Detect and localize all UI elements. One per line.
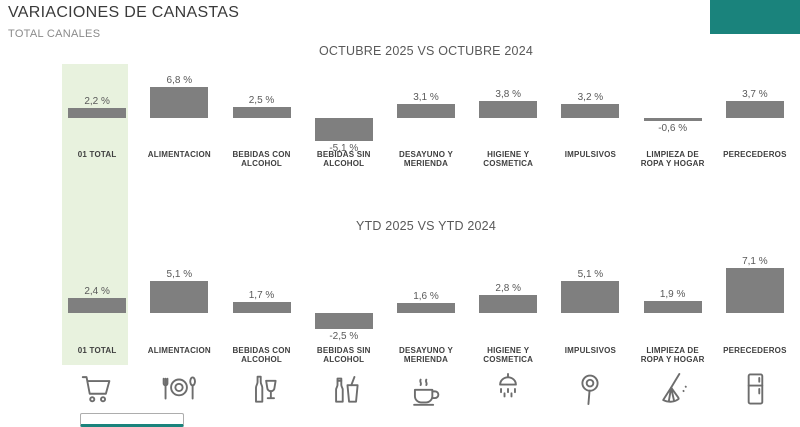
bar-01-total[interactable] [68,298,127,313]
bar-bebidas-sin-alcohol[interactable] [314,313,373,329]
bar-plot-ytd: 2,4 % 5,1 % 1,7 % -2,5 % 1,6 % 2,8 % 5,1 % 1,9 … [56,255,796,342]
category-labels-october: 01 TOTAL ALIMENTACION BEBIDAS CON ALCOHOL B… [56,150,796,168]
corner-accent [710,0,800,34]
category-label: BEBIDAS CON ALCOHOL [232,346,291,364]
category-label: ALIMENTACION [147,346,211,355]
bar-01-total[interactable] [68,108,127,118]
bar-slot: 1,9 % [632,255,714,342]
category-label: HIGIENE Y COSMETICA [483,150,534,168]
chart-title-ytd: YTD 2025 VS YTD 2024 [356,219,496,233]
bar-slot: 5,1 % [138,255,220,342]
bar-value-label: -2,5 % [329,331,359,342]
footer-control[interactable] [80,413,184,427]
bar-slot: 3,1 % [385,74,467,154]
bar-slot: 6,8 % [138,74,220,154]
shower-icon [467,366,549,418]
bar-value-label: 2,5 % [248,95,275,106]
bar-value-label: -0,6 % [658,123,688,134]
category-label: BEBIDAS SIN ALCOHOL [316,346,371,364]
bar-limpieza-de-ropa-y-hogar[interactable] [643,118,702,121]
bar-value-label: 3,1 % [413,92,439,103]
page-subtitle: TOTAL CANALES [8,28,101,40]
bar-bebidas-con-alcohol[interactable] [232,302,291,313]
bar-perecederos[interactable] [725,101,784,118]
bar-higiene-y-cosmetica[interactable] [479,295,538,313]
bar-higiene-y-cosmetica[interactable] [479,101,538,118]
bar-value-label: 2,8 % [495,283,521,294]
category-label: BEBIDAS CON ALCOHOL [232,150,291,168]
bar-slot: -5,1 % [303,74,385,154]
bar-value-label: 3,2 % [577,92,604,103]
bar-value-label: 3,7 % [742,89,768,100]
category-label: PERECEDEROS [723,150,787,159]
coffee-icon [385,366,467,418]
category-labels-ytd: 01 TOTAL ALIMENTACION BEBIDAS CON ALCOHOL B… [56,346,796,364]
bar-slot: 3,2 % [549,74,631,154]
bar-slot: 2,2 % [56,74,138,154]
bar-slot: 1,6 % [385,255,467,342]
bar-value-label: 2,4 % [84,286,110,297]
lollipop-icon [549,366,631,418]
bar-desayuno-y-merienda[interactable] [396,303,455,313]
bar-bebidas-sin-alcohol[interactable] [314,118,373,141]
bar-slot: 2,8 % [467,255,549,342]
bar-value-label: 2,2 % [84,96,110,107]
bar-value-label: -5,1 % [329,143,359,154]
category-label: BEBIDAS SIN ALCOHOL [316,150,371,168]
bar-slot: 3,8 % [467,74,549,154]
bar-value-label: 3,8 % [495,89,521,100]
charts: OCTUBRE 2025 VS OCTUBRE 2024 2,2 % 6,8 % 2… [56,0,796,427]
category-label: ALIMENTACION [147,150,211,159]
bar-value-label: 5,1 % [577,269,604,280]
bar-impulsivos[interactable] [561,104,620,118]
bar-plot-october: 2,2 % 6,8 % 2,5 % -5,1 % 3,1 % 3,8 % 3,2 % -0,6… [56,74,796,154]
cart-icon [56,366,138,418]
bar-slot: -2,5 % [303,255,385,342]
bar-value-label: 1,9 % [659,289,686,300]
category-label: IMPULSIVOS [564,150,617,159]
chart-title-october: OCTUBRE 2025 VS OCTUBRE 2024 [318,44,533,58]
category-label: PERECEDEROS [723,346,787,355]
bar-slot: 7,1 % [714,255,796,342]
bar-perecederos[interactable] [725,268,784,313]
bar-impulsivos[interactable] [561,281,620,313]
category-icons-row [56,366,796,418]
category-label: LIMPIEZA DE ROPA Y HOGAR [640,150,705,168]
bar-slot: 2,4 % [56,255,138,342]
bar-slot: 5,1 % [549,255,631,342]
bar-slot: 1,7 % [220,255,302,342]
category-label: DESAYUNO Y MERIENDA [398,346,453,364]
category-label: HIGIENE Y COSMETICA [483,346,534,364]
wine-icon [220,366,302,418]
bar-bebidas-con-alcohol[interactable] [232,107,291,118]
bar-value-label: 1,6 % [413,291,439,302]
category-label: IMPULSIVOS [564,346,617,355]
bar-value-label: 7,1 % [742,256,768,267]
bar-alimentacion[interactable] [150,281,209,313]
page-title: VARIACIONES DE CANASTAS [8,4,240,21]
bar-slot: 2,5 % [220,74,302,154]
bar-slot: -0,6 % [632,74,714,154]
category-label: DESAYUNO Y MERIENDA [398,150,453,168]
bar-alimentacion[interactable] [150,87,209,118]
category-label: LIMPIEZA DE ROPA Y HOGAR [640,346,705,364]
broom-icon [632,366,714,418]
bar-value-label: 1,7 % [248,290,275,301]
fridge-icon [714,366,796,418]
category-label: 01 TOTAL [77,346,117,355]
category-label: 01 TOTAL [77,150,117,159]
bar-limpieza-de-ropa-y-hogar[interactable] [643,301,702,313]
bar-value-label: 6,8 % [166,75,193,86]
bar-desayuno-y-merienda[interactable] [396,104,455,118]
plate-icon [138,366,220,418]
bar-slot: 3,7 % [714,74,796,154]
bar-value-label: 5,1 % [166,269,193,280]
soft-drink-icon [303,366,385,418]
